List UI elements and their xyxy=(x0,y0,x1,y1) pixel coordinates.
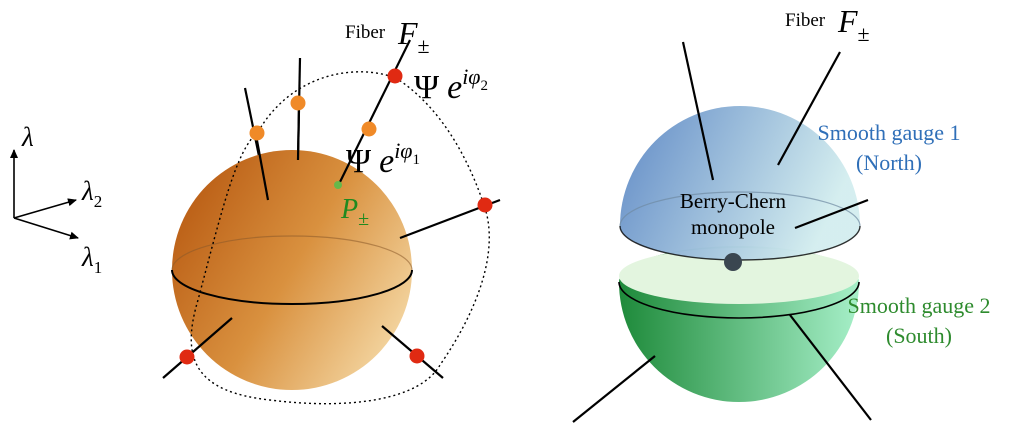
section-point-lower-left xyxy=(179,349,195,365)
equator-front xyxy=(171,269,413,305)
section-point-phase2 xyxy=(387,68,403,84)
section-point-right xyxy=(477,197,493,213)
svg-text:Fiber: Fiber xyxy=(345,22,386,43)
svg-text:F±: F± xyxy=(397,15,430,58)
south-rim xyxy=(619,248,859,304)
svg-text:λ: λ xyxy=(21,122,34,152)
north-back-edge xyxy=(619,191,861,227)
section-point-top xyxy=(290,95,306,111)
svg-text:λ2: λ2 xyxy=(81,176,102,211)
monopole-label-line1: Berry-Chern xyxy=(680,189,787,213)
base-point-p xyxy=(334,181,342,189)
section-point-phase1 xyxy=(361,121,377,137)
north-label-line1: Smooth gauge 1 xyxy=(818,120,961,145)
point-p-subscript: ± xyxy=(358,208,369,230)
lambda2-subscript: 2 xyxy=(94,192,103,211)
lambda2-axis-arrow xyxy=(13,198,77,219)
north-label-line2: (North) xyxy=(856,150,922,175)
fiber-line-lower-left xyxy=(162,317,233,379)
lambda-label: λ xyxy=(21,122,34,152)
equator-back xyxy=(171,235,413,271)
svg-text:(North): (North) xyxy=(856,150,922,175)
south-label-line2: (South) xyxy=(886,323,952,348)
south-fiber-right xyxy=(789,314,872,421)
fiber-line-top-1-front xyxy=(254,134,270,201)
axes-group: λ λ2 λ1 xyxy=(10,122,102,277)
svg-text:F±: F± xyxy=(837,3,870,46)
south-fiber-left xyxy=(572,355,656,423)
lambda1-subscript: 1 xyxy=(94,258,103,277)
right-fiber-subscript: ± xyxy=(858,21,870,46)
svg-text:λ1: λ1 xyxy=(81,242,102,277)
svg-text:Berry-Chern: Berry-Chern xyxy=(680,189,787,213)
point-p-label: P xyxy=(340,194,358,225)
psi-phase1-subscript: 1 xyxy=(412,152,420,168)
north-fiber-left xyxy=(681,41,715,181)
north-hemisphere xyxy=(620,106,860,260)
monopole-pointer xyxy=(794,198,869,230)
base-sphere xyxy=(172,150,412,390)
fiber-line-main xyxy=(337,39,411,187)
section-point-lower-right xyxy=(409,348,425,364)
lambda1-axis-arrow xyxy=(13,217,79,240)
svg-text:Fiber: Fiber xyxy=(785,10,826,31)
south-front-edge xyxy=(618,281,860,319)
psi-phase1-exponent: iφ xyxy=(394,138,412,163)
right-fiber-word: Fiber xyxy=(785,10,826,31)
lambda1-label: λ xyxy=(81,242,94,272)
psi-phase2-e: e xyxy=(447,69,462,106)
psi-phase2-exponent: iφ xyxy=(462,64,480,89)
north-fiber-right xyxy=(777,51,841,166)
left-fiber-word: Fiber xyxy=(345,22,386,43)
monopole-label-line2: monopole xyxy=(691,215,775,239)
right-fiber-symbol: F xyxy=(837,3,858,39)
monopole-dot xyxy=(724,253,742,271)
lambda2-label: λ xyxy=(81,176,94,206)
psi-phase2-subscript: 2 xyxy=(480,78,488,94)
fiber-line-top-2-front xyxy=(296,103,301,161)
psi-phase1-e: e xyxy=(379,143,394,180)
psi-phase2-psi: Ψ xyxy=(414,69,439,106)
south-label-line1: Smooth gauge 2 xyxy=(848,293,991,318)
gauge-hemispheres: Fiber F± Smooth gauge 1 (North) Berry-Ch… xyxy=(572,3,991,423)
svg-text:monopole: monopole xyxy=(691,215,775,239)
left-fiber-subscript: ± xyxy=(418,33,430,58)
svg-text:Smooth gauge 2: Smooth gauge 2 xyxy=(848,293,991,318)
svg-text:Smooth gauge 1: Smooth gauge 1 xyxy=(818,120,961,145)
left-fiber-symbol: F xyxy=(397,15,418,51)
svg-text:P±: P± xyxy=(340,194,369,230)
psi-phase1-psi: Ψ xyxy=(346,143,371,180)
section-point-top-left xyxy=(249,125,265,141)
svg-text:(South): (South) xyxy=(886,323,952,348)
